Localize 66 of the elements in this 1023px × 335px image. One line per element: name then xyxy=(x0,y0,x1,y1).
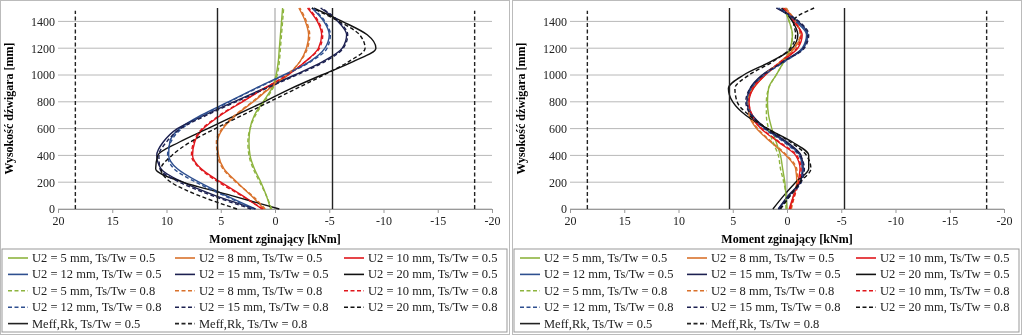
y-axis-title: Wysokość dźwigara [mm] xyxy=(514,42,528,175)
y-tick-label: 200 xyxy=(37,175,55,190)
y-tick-label: 0 xyxy=(561,202,567,217)
x-tick-label: -20 xyxy=(996,213,1013,228)
legend-label: U2 = 20 mm, Ts/Tw = 0.8 xyxy=(368,300,498,315)
y-tick-label: 1000 xyxy=(31,68,55,83)
y-axis-title: Wysokość dźwigara [mm] xyxy=(2,42,16,175)
x-tick-label: 5 xyxy=(218,213,225,228)
legend-label: U2 = 20 mm, Ts/Tw = 0.8 xyxy=(880,300,1010,315)
legend-label: U2 = 20 mm, Ts/Tw = 0.5 xyxy=(880,267,1010,282)
x-tick-label: 15 xyxy=(618,213,631,228)
legend-label: U2 = 15 mm, Ts/Tw = 0.8 xyxy=(199,300,329,315)
y-tick-label: 400 xyxy=(549,148,567,163)
legend-label: Meff,Rk, Ts/Tw = 0.8 xyxy=(199,316,308,331)
legend-label: U2 = 8 mm, Ts/Tw = 0.5 xyxy=(199,251,323,265)
x-tick-label: 5 xyxy=(730,213,737,228)
x-axis-title: Moment zginający [kNm] xyxy=(721,232,853,246)
y-tick-label: 1200 xyxy=(543,41,567,56)
x-tick-label: 10 xyxy=(161,213,173,228)
x-tick-label: -10 xyxy=(376,213,392,228)
legend-label: U2 = 10 mm, Ts/Tw = 0.8 xyxy=(368,283,498,298)
legend-label: U2 = 5 mm, Ts/Tw = 0.5 xyxy=(544,251,668,265)
y-tick-label: 600 xyxy=(549,121,567,136)
legend-label: Meff,Rk, Ts/Tw = 0.5 xyxy=(544,316,653,331)
x-tick-label: 10 xyxy=(673,213,685,228)
legend-label: U2 = 5 mm, Ts/Tw = 0.8 xyxy=(32,283,156,298)
x-tick-label: 20 xyxy=(52,213,65,228)
x-tick-label: -15 xyxy=(942,213,959,228)
y-tick-label: 800 xyxy=(37,95,55,110)
x-axis-title: Moment zginający [kNm] xyxy=(209,232,341,246)
legend-label: U2 = 5 mm, Ts/Tw = 0.5 xyxy=(32,251,156,265)
legend-label: U2 = 5 mm, Ts/Tw = 0.8 xyxy=(544,283,668,298)
legend-label: U2 = 12 mm, Ts/Tw = 0.5 xyxy=(544,267,674,282)
legend-label: U2 = 20 mm, Ts/Tw = 0.5 xyxy=(368,267,498,282)
x-tick-label: -5 xyxy=(324,213,335,228)
y-tick-label: 0 xyxy=(49,202,55,217)
legend-label: U2 = 12 mm, Ts/Tw = 0.8 xyxy=(32,300,162,315)
legend-label: U2 = 8 mm, Ts/Tw = 0.8 xyxy=(199,283,323,298)
legend-label: U2 = 12 mm, Ts/Tw = 0.8 xyxy=(544,300,674,315)
y-tick-label: 1400 xyxy=(543,14,567,29)
y-tick-label: 200 xyxy=(549,175,567,190)
x-tick-label: 0 xyxy=(784,213,791,228)
y-tick-label: 1000 xyxy=(543,68,567,83)
x-tick-label: 0 xyxy=(272,213,279,228)
legend-label: U2 = 10 mm, Ts/Tw = 0.5 xyxy=(880,251,1010,265)
x-tick-label: 20 xyxy=(564,213,577,228)
legend-label: U2 = 10 mm, Ts/Tw = 0.8 xyxy=(880,283,1010,298)
legend-label: U2 = 8 mm, Ts/Tw = 0.5 xyxy=(711,251,835,265)
x-tick-label: 15 xyxy=(106,213,119,228)
x-tick-label: -20 xyxy=(484,213,501,228)
x-tick-label: -5 xyxy=(836,213,847,228)
legend-label: U2 = 15 mm, Ts/Tw = 0.5 xyxy=(711,267,841,282)
y-tick-label: 400 xyxy=(37,148,55,163)
legend-label: U2 = 15 mm, Ts/Tw = 0.8 xyxy=(711,300,841,315)
legend-label: U2 = 12 mm, Ts/Tw = 0.5 xyxy=(32,267,162,282)
y-tick-label: 1400 xyxy=(31,14,55,29)
legend-label: Meff,Rk, Ts/Tw = 0.5 xyxy=(32,316,141,331)
x-tick-label: -15 xyxy=(430,213,447,228)
legend-label: U2 = 8 mm, Ts/Tw = 0.8 xyxy=(711,283,835,298)
x-tick-label: -10 xyxy=(888,213,904,228)
legend-label: U2 = 10 mm, Ts/Tw = 0.5 xyxy=(368,251,498,265)
y-tick-label: 800 xyxy=(549,95,567,110)
legend-label: U2 = 15 mm, Ts/Tw = 0.5 xyxy=(199,267,329,282)
y-tick-label: 600 xyxy=(37,121,55,136)
y-tick-label: 1200 xyxy=(31,41,55,56)
legend-label: Meff,Rk, Ts/Tw = 0.8 xyxy=(711,316,820,331)
